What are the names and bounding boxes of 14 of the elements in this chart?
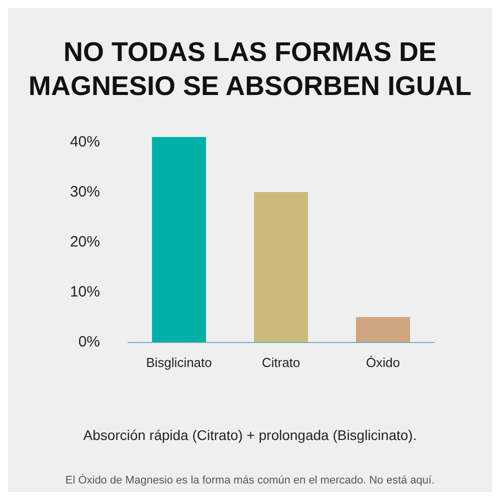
y-tick-label: 10% [70, 284, 100, 300]
x-tick-label: Bisglicinato [146, 355, 212, 370]
y-tick-label: 20% [70, 234, 100, 250]
x-tick-label: Citrato [262, 355, 300, 370]
text: El Óxido de Magnesio es la forma más común en el mercado. No está aquí. [65, 474, 435, 486]
bar [152, 137, 206, 342]
y-tick-label: 30% [70, 184, 100, 200]
x-tick-label: Óxido [366, 355, 400, 370]
chart-title: NO TODAS LAS FORMAS DE MAGNESIO SE ABSORBEN IGUAL [28, 37, 472, 101]
bar [254, 192, 308, 342]
bar [356, 317, 410, 342]
y-tick-label: 40% [70, 134, 100, 150]
y-tick-label: 0% [78, 334, 100, 350]
text: Absorción rápida (Citrato) + prolongada (Bisglicinato). [83, 427, 417, 443]
